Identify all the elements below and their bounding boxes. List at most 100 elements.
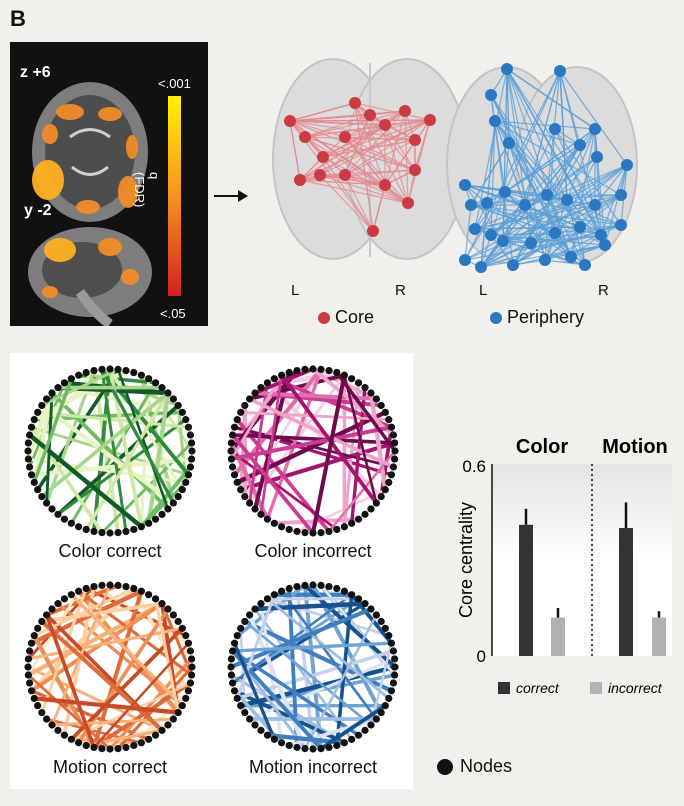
network-node bbox=[299, 131, 311, 143]
node-dot bbox=[48, 389, 56, 397]
node-dot bbox=[67, 519, 75, 527]
node-dot bbox=[230, 687, 239, 695]
arrow-icon bbox=[214, 190, 248, 202]
node-dot bbox=[67, 375, 75, 383]
connection-edge bbox=[230, 433, 315, 535]
node-dot bbox=[385, 632, 393, 640]
core-network bbox=[284, 97, 436, 237]
network-edge bbox=[289, 120, 301, 181]
network-node bbox=[507, 259, 519, 271]
network-edge bbox=[344, 174, 386, 186]
node-dot bbox=[82, 741, 90, 750]
periphery-legend-dot bbox=[490, 312, 502, 324]
connection-edge bbox=[228, 606, 374, 670]
network-edge bbox=[566, 128, 596, 201]
node-dot bbox=[227, 671, 235, 679]
node-dot bbox=[354, 731, 363, 739]
group-label-color: Color bbox=[516, 436, 568, 458]
connection-edge bbox=[50, 391, 170, 511]
node-dot bbox=[90, 366, 98, 375]
connection-edge bbox=[84, 391, 170, 532]
network-node bbox=[519, 199, 531, 211]
network-node bbox=[525, 237, 537, 249]
node-dot bbox=[246, 715, 254, 723]
node-dot bbox=[333, 368, 341, 377]
activation-blobs bbox=[32, 104, 139, 298]
node-dot bbox=[278, 523, 286, 531]
node-dot bbox=[164, 505, 172, 513]
node-dot bbox=[387, 423, 396, 431]
connection-edge bbox=[100, 367, 176, 505]
network-edge bbox=[344, 174, 409, 204]
node-dot bbox=[227, 455, 235, 463]
node-dot bbox=[367, 389, 375, 397]
node-dot bbox=[60, 595, 69, 603]
network-node bbox=[621, 159, 633, 171]
node-dot bbox=[301, 365, 309, 373]
network-edge bbox=[304, 114, 371, 138]
network-edge bbox=[554, 128, 622, 226]
node-dot bbox=[24, 447, 32, 455]
connection-edge bbox=[235, 593, 276, 700]
network-edge bbox=[530, 199, 568, 244]
network-edge bbox=[554, 128, 606, 246]
node-dot bbox=[174, 617, 182, 626]
network-edge bbox=[490, 232, 556, 236]
node-dot bbox=[263, 595, 272, 603]
node-dot bbox=[381, 624, 389, 632]
node-dot bbox=[60, 731, 69, 739]
node-dot bbox=[158, 510, 166, 518]
node-dot bbox=[333, 525, 341, 534]
node-dot bbox=[186, 647, 195, 655]
connectivity-circle bbox=[24, 365, 196, 537]
node-dot bbox=[114, 529, 122, 537]
core-legend-label: Core bbox=[335, 307, 375, 327]
node-dot bbox=[182, 694, 190, 702]
connection-edge bbox=[26, 626, 184, 661]
node-dot bbox=[48, 605, 56, 613]
node-dot bbox=[391, 455, 399, 463]
node-dot bbox=[54, 600, 62, 608]
node-dot bbox=[233, 632, 241, 640]
network-edge bbox=[604, 164, 628, 246]
connection-edge bbox=[92, 641, 190, 749]
node-dot bbox=[278, 739, 286, 747]
network-node bbox=[539, 254, 551, 266]
connection-edge bbox=[100, 367, 128, 533]
node-dot bbox=[257, 384, 265, 392]
network-node bbox=[459, 179, 471, 191]
node-dot bbox=[158, 384, 166, 392]
network-node bbox=[599, 239, 611, 251]
node-dot bbox=[340, 739, 348, 747]
network-edge bbox=[506, 68, 572, 258]
network-edge bbox=[384, 119, 431, 186]
node-dot bbox=[293, 366, 301, 375]
network-node bbox=[589, 199, 601, 211]
node-dot bbox=[389, 463, 398, 471]
node-dot bbox=[151, 731, 160, 739]
node-dot bbox=[241, 401, 249, 410]
node-dot bbox=[188, 455, 196, 463]
node-dot bbox=[361, 384, 369, 392]
node-dot bbox=[137, 371, 145, 379]
network-brains bbox=[272, 58, 638, 273]
node-dot bbox=[325, 527, 333, 536]
node-dot bbox=[285, 584, 293, 593]
network-edge bbox=[544, 259, 586, 266]
node-dot bbox=[227, 663, 235, 671]
periphery-legend-label: Periphery bbox=[507, 307, 585, 327]
network-edge bbox=[289, 119, 431, 122]
node-dot bbox=[43, 611, 51, 619]
node-dot bbox=[137, 739, 145, 747]
network-node bbox=[574, 139, 586, 151]
node-dot bbox=[186, 679, 195, 687]
circle-label-color-correct: Color correct bbox=[58, 541, 162, 561]
network-edge bbox=[289, 120, 386, 126]
connectivity-circles-panel: Color correct Color incorrect Motion cor… bbox=[10, 353, 413, 789]
network-edge bbox=[299, 179, 409, 204]
node-dot bbox=[114, 365, 122, 373]
connectivity-circle bbox=[227, 365, 399, 537]
node-dot bbox=[391, 671, 399, 679]
network-node bbox=[497, 235, 509, 247]
node-dot bbox=[98, 529, 106, 537]
